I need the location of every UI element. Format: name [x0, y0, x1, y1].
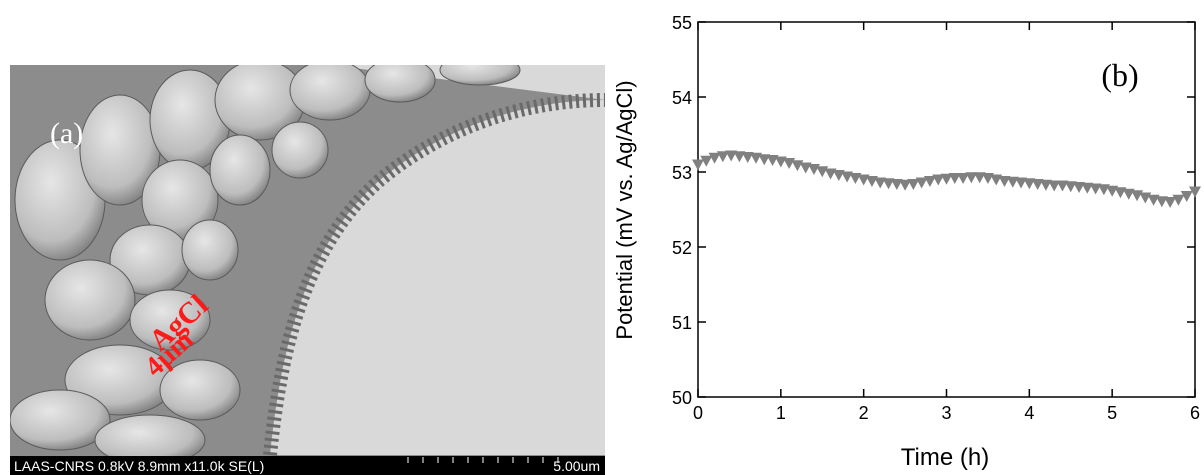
marker: [1039, 179, 1052, 191]
marker: [1189, 186, 1201, 198]
y-axis-label: Potential (mV vs. Ag/AgCl): [612, 80, 637, 339]
marker: [1172, 194, 1185, 206]
marker: [1089, 183, 1102, 195]
y-tick-label: 51: [672, 313, 692, 333]
marker: [1015, 177, 1028, 189]
marker: [1031, 179, 1044, 190]
marker: [692, 159, 704, 171]
x-tick-label: 1: [776, 403, 786, 423]
marker: [1006, 176, 1019, 188]
info-bar: [10, 456, 605, 475]
x-tick-label: 4: [1024, 403, 1034, 423]
x-tick-label: 5: [1107, 403, 1117, 423]
marker: [1073, 182, 1086, 193]
marker: [957, 173, 970, 184]
marker: [1164, 197, 1177, 208]
marker: [1081, 182, 1094, 194]
marker: [1180, 191, 1193, 202]
panel-label: (b): [1101, 57, 1138, 93]
marker: [998, 176, 1011, 187]
marker: [708, 152, 721, 164]
sem-edge: [263, 93, 605, 456]
marker: [700, 155, 713, 167]
y-tick-label: 53: [672, 163, 692, 183]
marker: [973, 172, 986, 184]
info-text: LAAS-CNRS 0.8kV 8.9mm x11.0k SE(L): [14, 458, 264, 474]
marker: [932, 174, 945, 186]
marker: [882, 178, 895, 190]
marker: [1155, 196, 1168, 208]
marker: [725, 150, 738, 162]
marker: [899, 179, 912, 191]
sem-crystals: [10, 65, 521, 466]
marker: [874, 177, 887, 189]
y-tick-label: 52: [672, 238, 692, 258]
marker: [965, 172, 978, 184]
marker: [940, 173, 953, 185]
marker: [758, 154, 771, 166]
x-axis-label: Time (h): [901, 444, 989, 471]
marker: [923, 176, 936, 187]
marker: [1048, 180, 1061, 192]
y-tick-label: 50: [672, 388, 692, 408]
sem-flat-region: [270, 65, 605, 455]
x-tick-label: 3: [941, 403, 951, 423]
marker: [741, 152, 754, 163]
marker: [716, 151, 729, 163]
marker: [915, 177, 928, 189]
marker: [1064, 181, 1077, 193]
marker: [907, 179, 920, 190]
x-tick-label: 0: [693, 403, 703, 423]
x-tick-label: 2: [859, 403, 869, 423]
marker: [1023, 178, 1036, 190]
marker: [733, 151, 746, 163]
scale-text: 5.00um: [553, 458, 600, 474]
sem-image: (a) AgCl 4µm LAAS-CNRS 0.8kV 8.9mm x11.0…: [10, 65, 605, 475]
y-tick-label: 55: [672, 13, 692, 33]
y-tick-label: 54: [672, 88, 692, 108]
marker: [890, 179, 903, 190]
panel-label: (a): [50, 117, 83, 150]
scale-bar: [407, 457, 559, 463]
marker: [948, 173, 961, 184]
x-tick-label: 6: [1190, 403, 1200, 423]
marker: [1056, 180, 1069, 192]
